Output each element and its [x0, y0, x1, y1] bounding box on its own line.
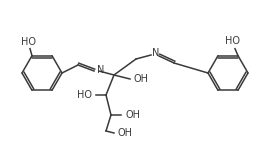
- Text: HO: HO: [225, 36, 241, 46]
- Text: HO: HO: [20, 37, 36, 47]
- Text: OH: OH: [125, 110, 140, 120]
- Text: OH: OH: [134, 74, 149, 84]
- Text: OH: OH: [118, 128, 133, 138]
- Text: N: N: [97, 65, 104, 75]
- Text: N: N: [152, 48, 160, 58]
- Text: HO: HO: [77, 90, 92, 100]
